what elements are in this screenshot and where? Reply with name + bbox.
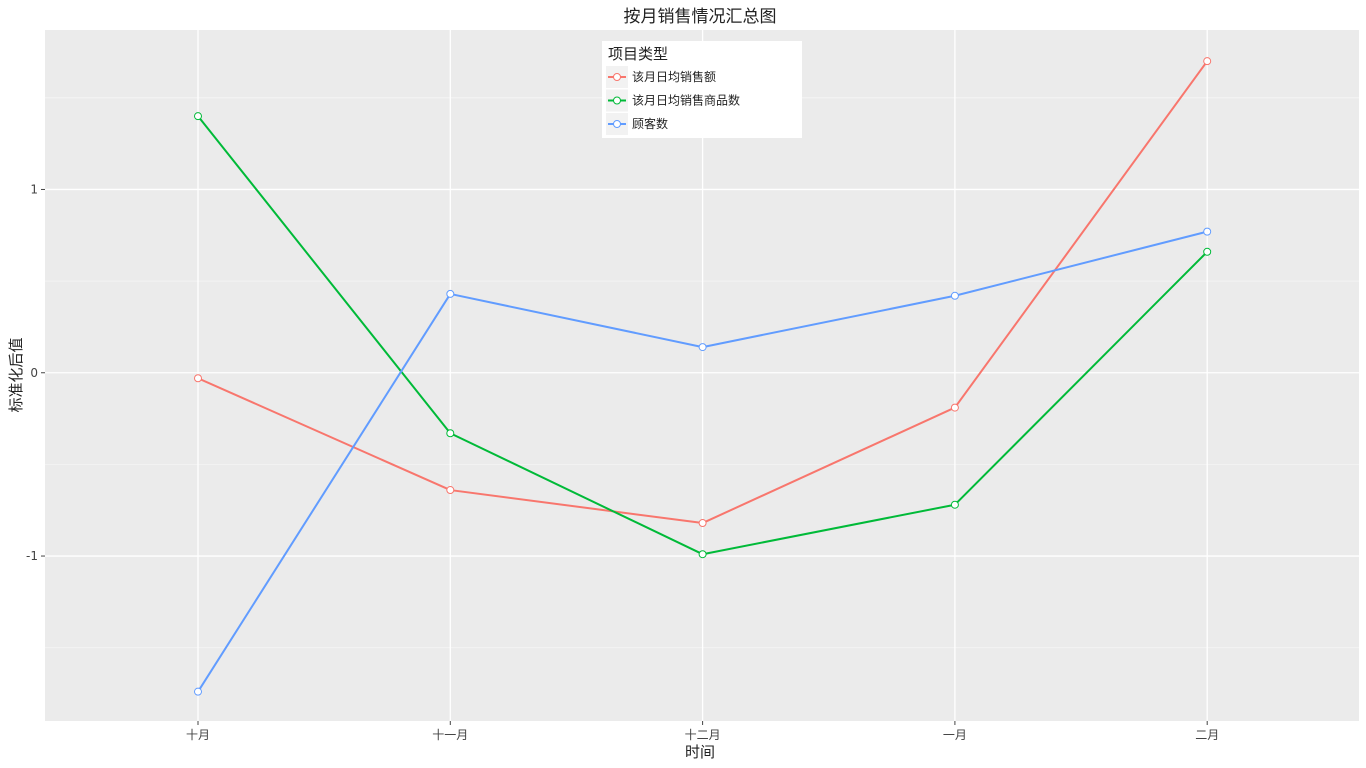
series-layer: [194, 57, 1212, 696]
legend-item: 该月日均销售额: [606, 66, 716, 88]
data-point: [446, 486, 455, 495]
y-tick-label: 1: [30, 182, 38, 196]
data-point: [1203, 247, 1212, 256]
y-tick-label: -1: [26, 549, 38, 563]
legend-label: 该月日均销售额: [632, 69, 716, 84]
data-point: [950, 403, 959, 412]
data-point: [446, 429, 455, 438]
x-tick-label: 十二月: [685, 728, 721, 742]
data-point: [698, 519, 707, 528]
data-point: [1203, 227, 1212, 236]
x-axis: 十月 十一月 十二月 一月 二月: [186, 721, 1219, 742]
data-point: [950, 291, 959, 300]
legend-key-point: [613, 120, 621, 128]
x-tick-label: 十月: [186, 728, 210, 742]
data-point: [950, 500, 959, 509]
y-axis: -1 0 1: [26, 182, 45, 563]
legend-key-point: [613, 73, 621, 81]
legend-item: 顾客数: [606, 113, 668, 135]
legend-key-point: [613, 96, 621, 105]
data-point: [194, 687, 202, 696]
data-point: [446, 289, 455, 298]
series-1: [194, 57, 1212, 528]
data-point: [1203, 57, 1212, 66]
legend-label: 该月日均销售商品数: [632, 93, 740, 108]
x-tick-label: 十一月: [432, 728, 468, 742]
legend-label: 顾客数: [632, 116, 668, 131]
y-axis-label: 标准化后值: [7, 337, 25, 412]
data-point: [194, 374, 202, 383]
series-3: [194, 227, 1212, 696]
data-point: [698, 343, 707, 352]
x-tick-label: 一月: [943, 728, 967, 742]
legend-title: 项目类型: [608, 45, 668, 63]
x-axis-label: 时间: [685, 743, 715, 761]
y-tick-label: 0: [30, 366, 38, 380]
series-2: [194, 112, 1212, 559]
chart-title: 按月销售情况汇总图: [624, 7, 777, 27]
x-tick-label: 二月: [1195, 728, 1219, 742]
data-point: [698, 550, 707, 559]
data-point: [194, 112, 202, 121]
legend-background: [602, 41, 802, 138]
legend-item: 该月日均销售商品数: [606, 89, 740, 112]
